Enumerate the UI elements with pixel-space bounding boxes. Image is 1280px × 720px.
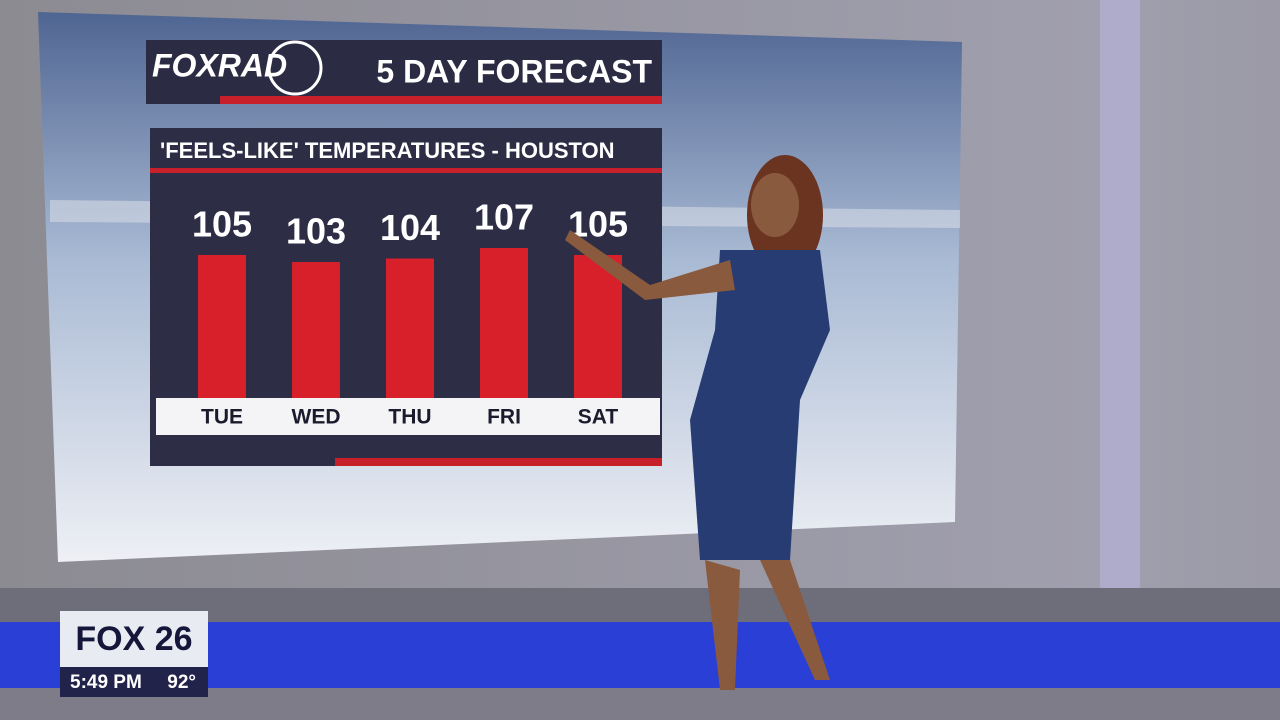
category-label: WED xyxy=(292,406,341,429)
chart-title: 'FEELS-LIKE' TEMPERATURES - HOUSTON xyxy=(160,138,615,163)
header-title: 5 DAY FORECAST xyxy=(376,53,652,89)
logo-ring xyxy=(267,40,323,96)
category-label: SAT xyxy=(578,406,619,429)
floor xyxy=(0,688,1280,720)
bar xyxy=(574,255,622,398)
category-label: THU xyxy=(388,406,431,429)
bar xyxy=(292,262,340,398)
panel-accent xyxy=(335,458,662,466)
bar xyxy=(386,258,434,398)
station-strip xyxy=(60,667,208,697)
value-label: 107 xyxy=(474,197,534,238)
floor-light xyxy=(0,622,1280,688)
bar xyxy=(198,255,246,398)
value-label: 104 xyxy=(380,207,440,248)
face xyxy=(751,173,799,237)
arm xyxy=(565,230,735,300)
wall-light xyxy=(1100,0,1140,600)
bar xyxy=(480,248,528,398)
station-temperature: 92° xyxy=(167,672,196,693)
value-label: 105 xyxy=(192,204,252,245)
category-label: FRI xyxy=(487,406,521,429)
value-label: 103 xyxy=(286,211,346,252)
legs xyxy=(705,560,830,690)
header-logo: FOXRAD xyxy=(152,47,287,83)
station-time: 5:49 PM xyxy=(70,672,142,693)
floor-edge xyxy=(0,588,1280,628)
title-accent xyxy=(150,168,662,173)
station-bug xyxy=(60,611,208,667)
presenter xyxy=(565,155,830,690)
header-accent xyxy=(220,96,662,104)
category-label: TUE xyxy=(201,406,243,429)
header-panel xyxy=(146,40,662,104)
category-band xyxy=(156,398,660,435)
station-logo: FOX 26 xyxy=(75,620,192,658)
dress xyxy=(690,250,830,560)
